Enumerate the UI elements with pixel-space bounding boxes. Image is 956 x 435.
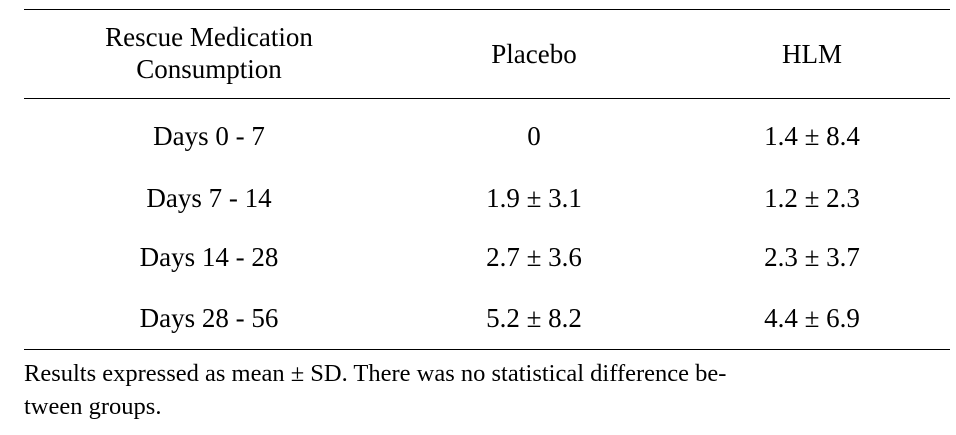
hlm-value: 1.2 ± 2.3 [764, 183, 860, 213]
table-row: Days 14 - 28 2.7 ± 3.6 2.3 ± 3.7 [24, 228, 950, 287]
column-header-line-1: Rescue Medication [105, 22, 313, 52]
column-header-rescue-medication: Rescue Medication Consumption [24, 10, 394, 99]
row-label: Days 7 - 14 [146, 183, 272, 213]
placebo-value: 2.7 ± 3.6 [486, 242, 582, 272]
results-table-container: Rescue Medication Consumption Placebo HL… [24, 9, 950, 350]
placebo-value: 0 [527, 120, 541, 151]
table-footnote: Results expressed as mean ± SD. There wa… [24, 357, 927, 423]
footnote-line-1: Results expressed as mean ± SD. There wa… [24, 360, 727, 387]
placebo-value: 5.2 ± 8.2 [486, 302, 582, 333]
footnote-line-2: tween groups. [24, 393, 162, 420]
hlm-value: 4.4 ± 6.9 [764, 302, 860, 333]
table-row: Days 0 - 7 0 1.4 ± 8.4 [24, 99, 950, 170]
table-row: Days 28 - 56 5.2 ± 8.2 4.4 ± 6.9 [24, 287, 950, 350]
column-header-line-2: Consumption [136, 54, 282, 84]
table-row: Days 7 - 14 1.9 ± 3.1 1.2 ± 2.3 [24, 169, 950, 228]
row-label: Days 14 - 28 [139, 242, 279, 272]
table-body: Days 0 - 7 0 1.4 ± 8.4 Days 7 - 14 1.9 ±… [24, 99, 950, 350]
rescue-medication-table: Rescue Medication Consumption Placebo HL… [24, 9, 950, 350]
row-label: Days 0 - 7 [153, 120, 265, 151]
hlm-value: 2.3 ± 3.7 [764, 242, 860, 272]
table-header: Rescue Medication Consumption Placebo HL… [24, 9, 950, 99]
hlm-value: 1.4 ± 8.4 [764, 120, 860, 151]
row-label: Days 28 - 56 [139, 302, 279, 333]
column-header-hlm: HLM [782, 39, 842, 69]
column-header-placebo: Placebo [491, 39, 577, 69]
placebo-value: 1.9 ± 3.1 [486, 183, 582, 213]
header-row: Rescue Medication Consumption Placebo HL… [24, 9, 950, 99]
